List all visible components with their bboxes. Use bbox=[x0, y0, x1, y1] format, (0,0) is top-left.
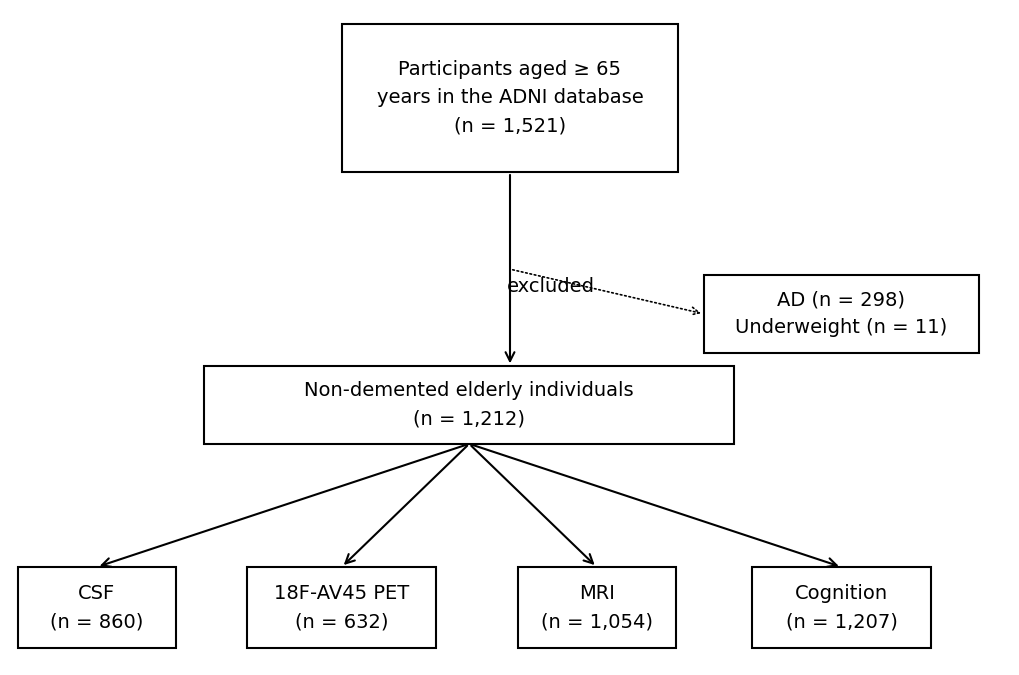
Bar bbox=[18, 567, 175, 648]
Bar bbox=[248, 567, 436, 648]
Text: MRI
(n = 1,054): MRI (n = 1,054) bbox=[540, 584, 652, 631]
Text: AD (n = 298)
Underweight (n = 11): AD (n = 298) Underweight (n = 11) bbox=[735, 290, 947, 338]
Text: excluded: excluded bbox=[506, 277, 594, 296]
Bar bbox=[752, 567, 929, 648]
Text: Non-demented elderly individuals
(n = 1,212): Non-demented elderly individuals (n = 1,… bbox=[304, 381, 634, 429]
Bar bbox=[204, 366, 734, 444]
Text: 18F-AV45 PET
(n = 632): 18F-AV45 PET (n = 632) bbox=[274, 584, 409, 631]
Bar bbox=[703, 275, 978, 352]
Text: CSF
(n = 860): CSF (n = 860) bbox=[50, 584, 144, 631]
Bar bbox=[341, 24, 678, 172]
Bar bbox=[517, 567, 675, 648]
Text: Participants aged ≥ 65
years in the ADNI database
(n = 1,521): Participants aged ≥ 65 years in the ADNI… bbox=[376, 60, 643, 136]
Text: Cognition
(n = 1,207): Cognition (n = 1,207) bbox=[785, 584, 897, 631]
